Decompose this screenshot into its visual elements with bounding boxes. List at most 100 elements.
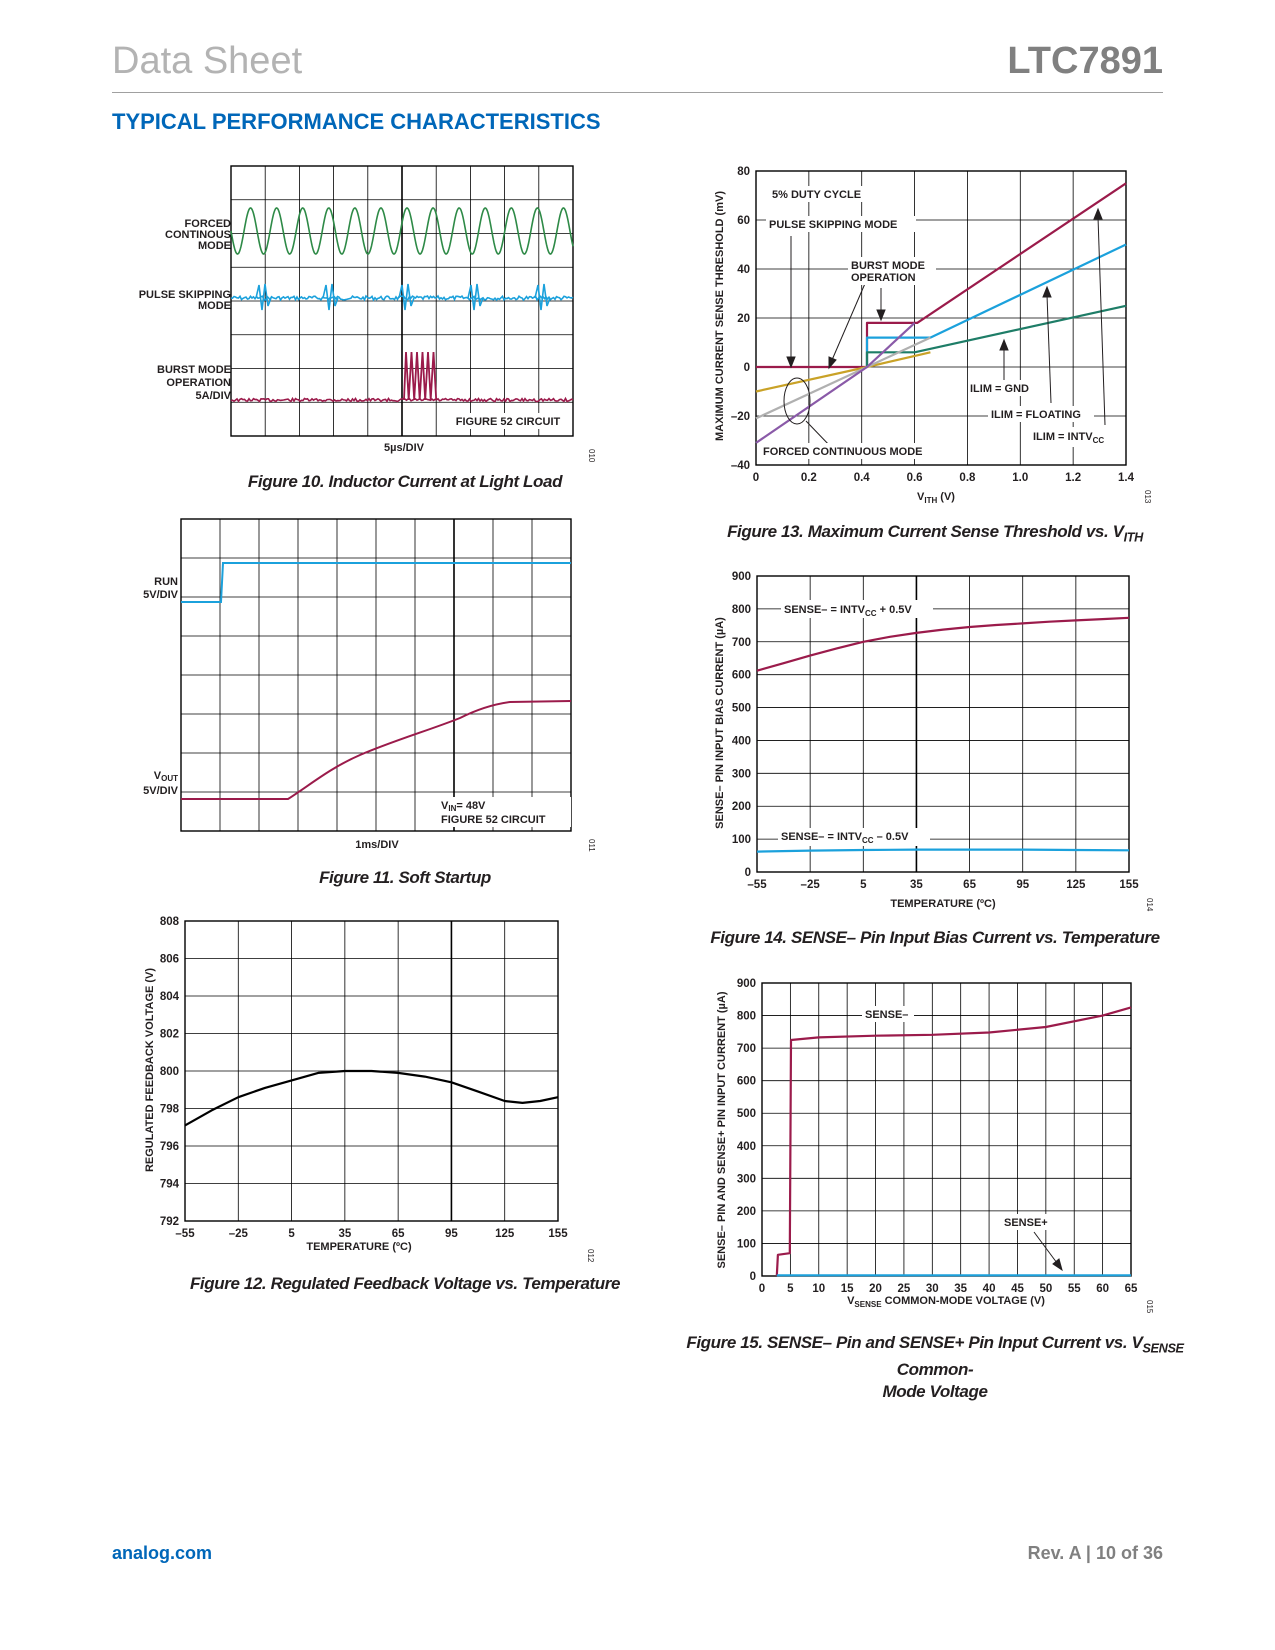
x-tick-label: 60	[1096, 1283, 1109, 1295]
figure-13-caption: Figure 13. Maximum Current Sense Thresho…	[700, 522, 1170, 544]
y-tick-label: 800	[160, 1066, 179, 1078]
header-title-left: Data Sheet	[112, 40, 303, 82]
y-tick-label: 800	[737, 1011, 756, 1023]
fig10-pulse-spike-5	[534, 283, 551, 311]
y-tick-label: 500	[732, 703, 751, 715]
x-tick-label: 95	[1016, 879, 1029, 891]
y-tick-label: 100	[737, 1238, 756, 1250]
x-tick-label: 25	[898, 1283, 911, 1295]
x-tick-label: 20	[869, 1283, 882, 1295]
fig10-pulse-spike-1	[255, 283, 272, 311]
y-tick-label: 300	[737, 1173, 756, 1185]
fig13-arrow-pulse-skipping	[786, 356, 796, 369]
fig11-trace-run	[181, 562, 571, 603]
fig13-arrow-ilim-gnd	[999, 338, 1009, 351]
y-tick-label: 794	[160, 1179, 180, 1191]
fig11-code: 011	[587, 839, 596, 852]
fig13-leader-ilim-intvcc	[1097, 216, 1106, 426]
x-tick-label: 5	[860, 879, 867, 891]
fig14-annot2-bg	[778, 828, 930, 846]
fig14-ylabel: SENSE– PIN INPUT BIAS CURRENT (µA)	[714, 617, 726, 829]
y-tick-label: 798	[160, 1104, 180, 1116]
y-tick-label: 40	[737, 264, 750, 276]
fig13-duty-bg	[769, 186, 876, 202]
fig15-arrow-sense-plus	[1052, 1258, 1063, 1272]
fig15-xlabel: VSENSE COMMON-MODE VOLTAGE (V)	[847, 1295, 1045, 1309]
fig10-trace3-label-line2: OPERATION	[166, 377, 231, 389]
plot-frame	[761, 982, 1132, 1277]
x-tick-label: 40	[983, 1283, 996, 1295]
y-tick-label: 600	[732, 670, 751, 682]
fig12-code: 012	[586, 1249, 595, 1263]
x-tick-label: 65	[963, 879, 976, 891]
fig10-pulse-spike-3	[398, 283, 415, 311]
header-divider	[112, 92, 1163, 93]
y-tick-label: 792	[160, 1216, 179, 1228]
x-tick-label: –25	[229, 1228, 249, 1240]
fig13-arrow-ilim-floating	[1042, 285, 1052, 298]
fig14-annot1-bg	[781, 600, 933, 618]
y-tick-label: 0	[745, 867, 751, 879]
fig15-caption-line2: Mode Voltage	[882, 1382, 988, 1402]
x-tick-label: 0	[753, 472, 759, 484]
figure-11-caption: Figure 11. Soft Startup	[319, 868, 491, 887]
fig10-trace-burst-mode	[230, 396, 574, 403]
y-tick-label: –40	[731, 460, 750, 472]
x-tick-label: 125	[495, 1228, 515, 1240]
x-tick-label: 0	[759, 1283, 765, 1295]
fig13-arrow-ilim-intvcc	[1093, 207, 1103, 220]
y-tick-label: 806	[160, 954, 179, 966]
fig11-trace-vout	[181, 700, 572, 800]
x-tick-label: 1.4	[1118, 472, 1135, 484]
fig10-trace2-label-line2: MODE	[198, 300, 231, 312]
x-tick-label: 65	[1125, 1283, 1138, 1295]
fig11-run-label: RUN	[154, 576, 178, 588]
fig15-caption-tail: Common-	[896, 1360, 974, 1380]
footer-website-link[interactable]: analog.com	[112, 1543, 213, 1563]
fig15-annot-sense-minus: SENSE–	[865, 1009, 908, 1021]
figure-14-caption: Figure 14. SENSE– Pin Input Bias Current…	[710, 928, 1160, 947]
y-tick-label: 900	[737, 978, 756, 990]
fig13-floating-bg	[988, 406, 1094, 422]
fig12-ylabel: REGULATED FEEDBACK VOLTAGE (V)	[144, 968, 156, 1172]
fig14-code: 014	[1145, 898, 1154, 912]
y-tick-label: 60	[737, 215, 750, 227]
fig10-trace3-label-line3: 5A/DIV	[196, 390, 232, 402]
fig13-caption-sub: ITH	[1123, 529, 1144, 545]
x-tick-label: 0.6	[907, 472, 923, 484]
x-tick-label: 35	[910, 879, 923, 891]
x-tick-label: 35	[338, 1228, 351, 1240]
series-line-1	[184, 1069, 559, 1127]
y-tick-label: 200	[737, 1206, 756, 1218]
y-tick-label: 900	[732, 571, 751, 583]
fig12-xlabel: TEMPERATURE (ºC)	[306, 1241, 412, 1253]
series-line-1	[756, 616, 1130, 672]
fig13-ylabel: MAXIMUM CURRENT SENSE THRESHOLD (mV)	[714, 191, 726, 441]
y-tick-label: 600	[737, 1076, 756, 1088]
fig10-pulse-spike-4	[467, 283, 484, 311]
y-tick-label: 700	[732, 637, 751, 649]
fig10-trace1-label-line3: MODE	[198, 240, 231, 252]
x-tick-label: –55	[747, 879, 767, 891]
fig11-vout-scale: 5V/DIV	[143, 785, 179, 797]
fig13-forced-bg	[760, 443, 944, 459]
fig14-annot-lower: SENSE– = INTVCC – 0.5V	[781, 831, 909, 845]
header-part-number: LTC7891	[1007, 40, 1163, 82]
fig13-burst-bg	[848, 257, 936, 285]
x-tick-label: 1.0	[1012, 472, 1028, 484]
y-tick-label: 802	[160, 1029, 179, 1041]
fig10-note: FIGURE 52 CIRCUIT	[456, 416, 561, 428]
fig13-code: 013	[1143, 490, 1152, 504]
y-tick-label: 20	[737, 313, 750, 325]
fig13-arrow-burst-left	[828, 356, 837, 370]
fig13-forced-ellipse	[783, 377, 811, 425]
series-line-6	[755, 322, 916, 444]
fig11-vout-label: VOUT	[154, 770, 178, 783]
fig13-annot-forced: FORCED CONTINUOUS MODE	[763, 446, 923, 458]
fig10-trace-forced-continuous	[230, 207, 574, 255]
